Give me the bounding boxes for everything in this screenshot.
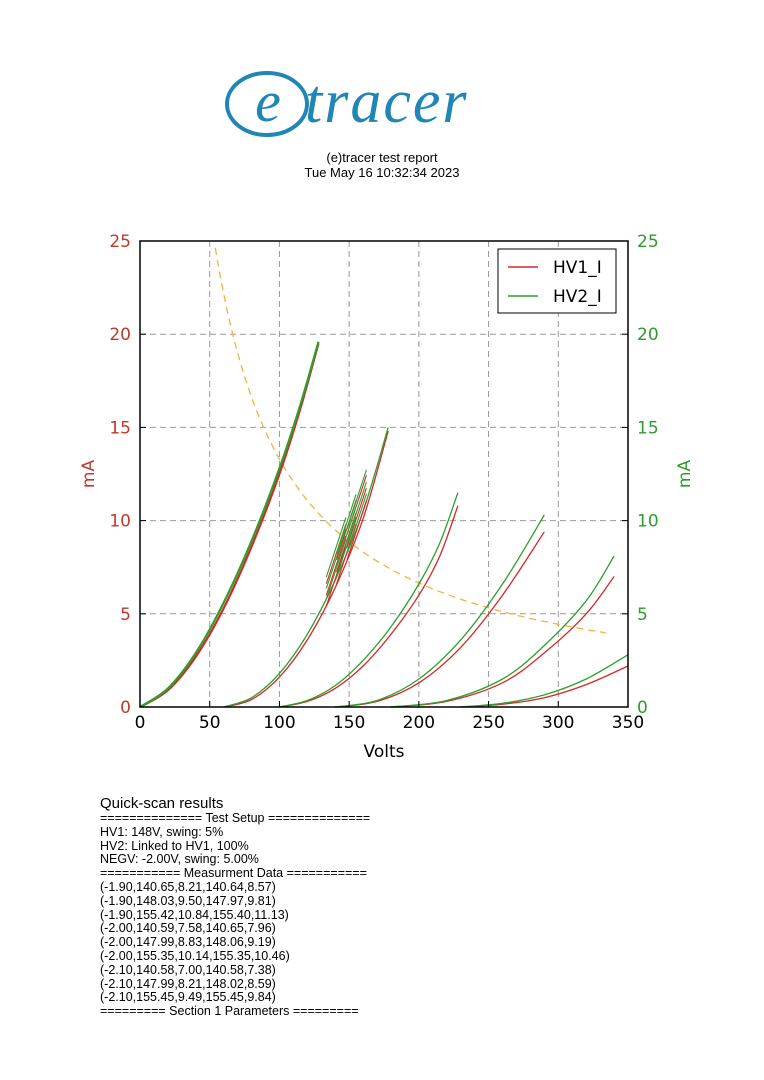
report-line: (-2.00,155.35,10.14,155.35,10.46) (100, 948, 290, 963)
report-line: (-1.90,148.03,9.50,147.97,9.81) (100, 893, 276, 908)
y-tick-label-right: 10 (637, 512, 659, 532)
hv1-curve (390, 576, 615, 708)
power-limit-curve (214, 247, 606, 634)
quick-scan-hv2-mark (346, 493, 368, 554)
quick-scan-hv2-mark (336, 516, 357, 577)
report-line: (-1.90,155.42,10.84,155.40,11.13) (100, 907, 289, 922)
x-tick-label: 150 (333, 713, 365, 733)
x-tick-label: 200 (403, 713, 435, 733)
hv2-curve (335, 514, 545, 708)
report-date: Tue May 16 10:32:34 2023 (304, 165, 460, 180)
quick-scan-hv2-mark (336, 494, 357, 555)
quick-scan-hv2-mark (325, 528, 347, 589)
hv1-curve (335, 531, 545, 708)
report-line: (-2.10,147.99,8.21,148.02,8.59) (100, 976, 276, 991)
report-title: (e)tracer test report (326, 150, 438, 165)
y-tick-label-right: 15 (637, 418, 659, 438)
y-tick-label-right: 0 (637, 698, 648, 718)
svg-text:e: e (255, 69, 281, 134)
report-line: NEGV: -2.00V, swing: 5.00% (100, 852, 259, 867)
quick-scan-hv2-mark (325, 539, 347, 600)
y-tick-label-left: 10 (109, 512, 131, 532)
quick-scan-hv1-mark (346, 487, 367, 548)
quick-scan-hv2-mark (346, 469, 367, 530)
quick-scan-hv1-mark (325, 535, 347, 596)
hv2-curve (279, 492, 459, 708)
x-tick-label: 250 (472, 713, 504, 733)
etracer-logo: e tracer (0, 64, 764, 144)
report-heading: Quick-scan results (100, 795, 224, 812)
report-lines: ============== Test Setup ==============… (100, 811, 660, 1019)
y-tick-label-right: 20 (637, 325, 659, 345)
hv2-curve (390, 555, 615, 708)
quick-scan-hv2-mark (325, 517, 347, 578)
quick-scan-hv2-mark (346, 482, 367, 543)
y-tick-label-right: 5 (637, 605, 648, 625)
plot-frame (139, 240, 629, 708)
quick-scan-hv1-mark (346, 500, 368, 561)
report-line: (-2.00,140.59,7.58,140.65,7.96) (100, 921, 276, 936)
hv1-curve (223, 430, 389, 708)
report-line: (-2.10,155.45,9.49,155.45,9.84) (100, 990, 276, 1005)
y-tick-label-left: 25 (109, 232, 131, 252)
hv1-curve (460, 665, 629, 708)
svg-text:tracer: tracer (305, 68, 469, 136)
y-tick-label-left: 15 (109, 418, 131, 438)
hv2-curve (460, 654, 629, 708)
y-tick-label-right: 25 (637, 232, 659, 252)
y-tick-label-left: 0 (120, 698, 131, 718)
x-tick-label: 50 (199, 713, 221, 733)
hv1-curve (139, 343, 320, 708)
hv2-curve (139, 341, 320, 708)
report-line: (-2.10,140.58,7.00,140.58,7.38) (100, 962, 276, 977)
quick-scan-hv1-mark (325, 546, 347, 607)
report-line: HV2: Linked to HV1, 100% (100, 838, 249, 853)
x-tick-label: 0 (135, 713, 146, 733)
legend-box (497, 248, 617, 314)
x-axis-label: Volts (364, 742, 405, 762)
hv1-curve (279, 505, 459, 708)
report-line: (-1.90,140.65,8.21,140.64,8.57) (100, 879, 276, 894)
quick-scan-hv2-mark (336, 505, 357, 566)
quick-scan-report: Quick-scan results ============== Test S… (100, 795, 660, 1019)
x-tick-label: 100 (263, 713, 295, 733)
report-line: (-2.00,147.99,8.83,148.06,9.19) (100, 935, 276, 950)
y-tick-label-left: 20 (109, 325, 131, 345)
x-tick-label: 300 (542, 713, 574, 733)
report-line: =========== Measurment Data =========== (100, 866, 367, 881)
anode-curve-chart: 0 50 100 150 200 250 300 350 0 0 5 5 10 10 15 15 20 20 25 2… (0, 220, 764, 770)
y-axis-label-left: mA (79, 460, 99, 489)
y-tick-label-left: 5 (120, 605, 131, 625)
legend-label: HV2_I (553, 287, 602, 307)
report-line: ============== Test Setup ============== (100, 811, 371, 825)
report-line: HV1: 148V, swing: 5% (100, 824, 224, 839)
report-line: ========= Section 1 Parameters ========= (100, 1004, 359, 1019)
y-axis-label-right: mA (675, 460, 695, 489)
x-tick-label: 350 (612, 713, 644, 733)
legend-label: HV1_I (553, 258, 602, 278)
